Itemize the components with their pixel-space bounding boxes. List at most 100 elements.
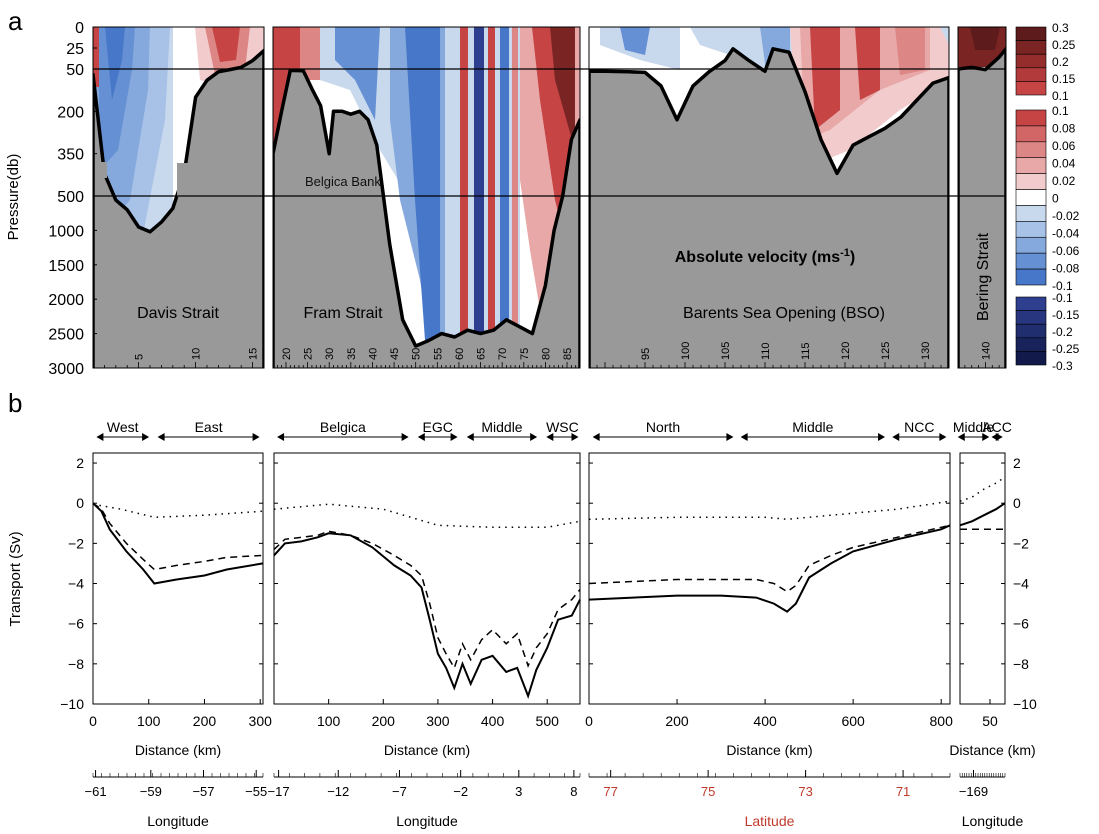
transport-line-dashed: [92, 502, 264, 571]
x-tick-400: 400: [753, 713, 777, 729]
fram-red-stripe-3: [512, 27, 518, 340]
transport-tick-left-8: −8: [68, 656, 84, 672]
x-axis-label: Distance (km): [135, 742, 221, 758]
colorbar-cell: [1015, 173, 1047, 190]
coord-tick-57: −57: [192, 784, 214, 799]
region-acc: ACC: [982, 419, 1012, 435]
colorbar-cell: [1015, 67, 1047, 82]
belgica-bank-annotation: Belgica Bank: [305, 174, 381, 189]
fram-strait-label: Fram Strait: [303, 305, 383, 322]
colorbar-cell: [1015, 53, 1047, 69]
colorbar-cell: [1015, 141, 1047, 159]
station-label-25: 25: [303, 348, 315, 360]
station-label-110: 110: [760, 342, 772, 360]
coord-tick-7: −7: [392, 784, 407, 799]
pressure-tick-1000: 1000: [48, 223, 84, 240]
pressure-tick-200: 200: [57, 104, 84, 121]
colorbar-cell: [1015, 310, 1047, 325]
colorbar-cell: [1015, 205, 1047, 222]
colorbar-cell: [1015, 296, 1047, 311]
transport-axis-label: Transport (Sv): [7, 531, 24, 626]
transport-line-solid: [92, 502, 264, 585]
davis-frame: [92, 26, 265, 369]
bering-section: [958, 27, 1006, 368]
transport-tick-right-4: −4: [1013, 576, 1029, 592]
davis-red-edge: [93, 27, 99, 87]
station-label-60: 60: [454, 348, 466, 360]
fram-red-stripe-2: [488, 27, 495, 340]
colorbar-cell: [1015, 109, 1047, 127]
region-arrowhead-left: [957, 433, 965, 441]
bering-red-band-2: [970, 27, 1000, 50]
pressure-tick-25: 25: [66, 41, 84, 58]
region-arrowhead-right: [571, 433, 579, 441]
colorbar-label-0-02: -0.02: [1052, 209, 1080, 223]
station-label-95: 95: [640, 348, 652, 360]
colorbar-cell: [1015, 26, 1047, 41]
transport-line-dotted: [959, 476, 1006, 502]
x-axis-label: Distance (km): [726, 742, 812, 758]
colorbar-cell: [1015, 157, 1047, 174]
station-label-40: 40: [367, 348, 379, 360]
transport-line-dashed: [588, 524, 951, 593]
region-arrowhead-right: [530, 433, 538, 441]
station-ticks: 5 10 15 20 25 30 35 40 45 50 55 60 65 70 75 80 85 95 100 10…: [92, 342, 1007, 368]
x-tick-200: 200: [665, 713, 689, 729]
region-arrowhead-right: [995, 433, 1003, 441]
colorbar-cell: [1015, 268, 1047, 286]
transport-tick-left-6: −6: [68, 616, 84, 632]
region-arrowhead-left: [892, 433, 900, 441]
x-tick-0: 0: [585, 713, 593, 729]
station-label-100: 100: [680, 342, 692, 360]
bso-bathymetry: [589, 47, 949, 368]
region-arrowhead-left: [466, 433, 474, 441]
region-middle: Middle: [481, 419, 522, 435]
region-arrowhead-left: [157, 433, 165, 441]
fram-red-stripe-1: [460, 27, 468, 340]
colorbar-label-0-3: 0.3: [1052, 21, 1069, 35]
coord-tick-71: 71: [896, 784, 910, 799]
x-tick-100: 100: [137, 713, 161, 729]
region-arrowhead-right: [982, 433, 990, 441]
station-label-45: 45: [389, 348, 401, 360]
region-ncc: NCC: [904, 419, 934, 435]
region-middle: Middle: [953, 419, 994, 435]
region-arrowhead-left: [740, 433, 748, 441]
davis-blue-band-5: [105, 27, 125, 100]
davis-strait-label: Davis Strait: [137, 305, 219, 322]
colorbar-label-0-25: -0.25: [1052, 342, 1080, 356]
coord-tick-17: −17: [268, 784, 290, 799]
region-arrowhead-right: [401, 433, 409, 441]
transport-frame: [588, 452, 951, 705]
colorbar-label-0-02: 0.02: [1052, 174, 1076, 188]
transport-line-solid: [959, 502, 1006, 527]
x-tick-600: 600: [841, 713, 865, 729]
transport-frame: [92, 452, 264, 705]
bso-frame: [588, 26, 950, 369]
fram-section: Belgica Bank: [273, 27, 580, 368]
colorbar-label-0-06: -0.06: [1052, 244, 1080, 258]
transport-tick-right-8: −8: [1013, 656, 1029, 672]
transport-tick-left-2: 2: [76, 455, 84, 471]
colorbar-label-0-1: 0.1: [1052, 89, 1069, 103]
colorbar-label-0-1: -0.1: [1052, 291, 1073, 305]
coord-tick-12: −12: [327, 784, 349, 799]
region-arrowhead-left: [592, 433, 600, 441]
x-tick-200: 200: [372, 713, 396, 729]
coord-tick-77: 77: [603, 784, 617, 799]
transport-tick-left-0: 0: [76, 495, 84, 511]
transport-tick-right-2: −2: [1013, 535, 1029, 551]
colorbar-label-0-1: -0.1: [1052, 279, 1073, 293]
station-label-15: 15: [248, 348, 260, 360]
colorbar-cell: [1015, 337, 1047, 352]
pressure-axis: 0 25 50 200 350 500 1000 1500 2000 2500 3000: [48, 20, 97, 378]
x-tick-500: 500: [536, 713, 560, 729]
colorbar-label-0-2: 0.2: [1052, 55, 1069, 69]
station-label-20: 20: [281, 348, 293, 360]
pressure-tick-350: 350: [57, 147, 84, 164]
coord-tick-2: −2: [453, 784, 468, 799]
region-belgica: Belgica: [320, 419, 366, 435]
colorbar-label-0-04: 0.04: [1052, 157, 1076, 171]
